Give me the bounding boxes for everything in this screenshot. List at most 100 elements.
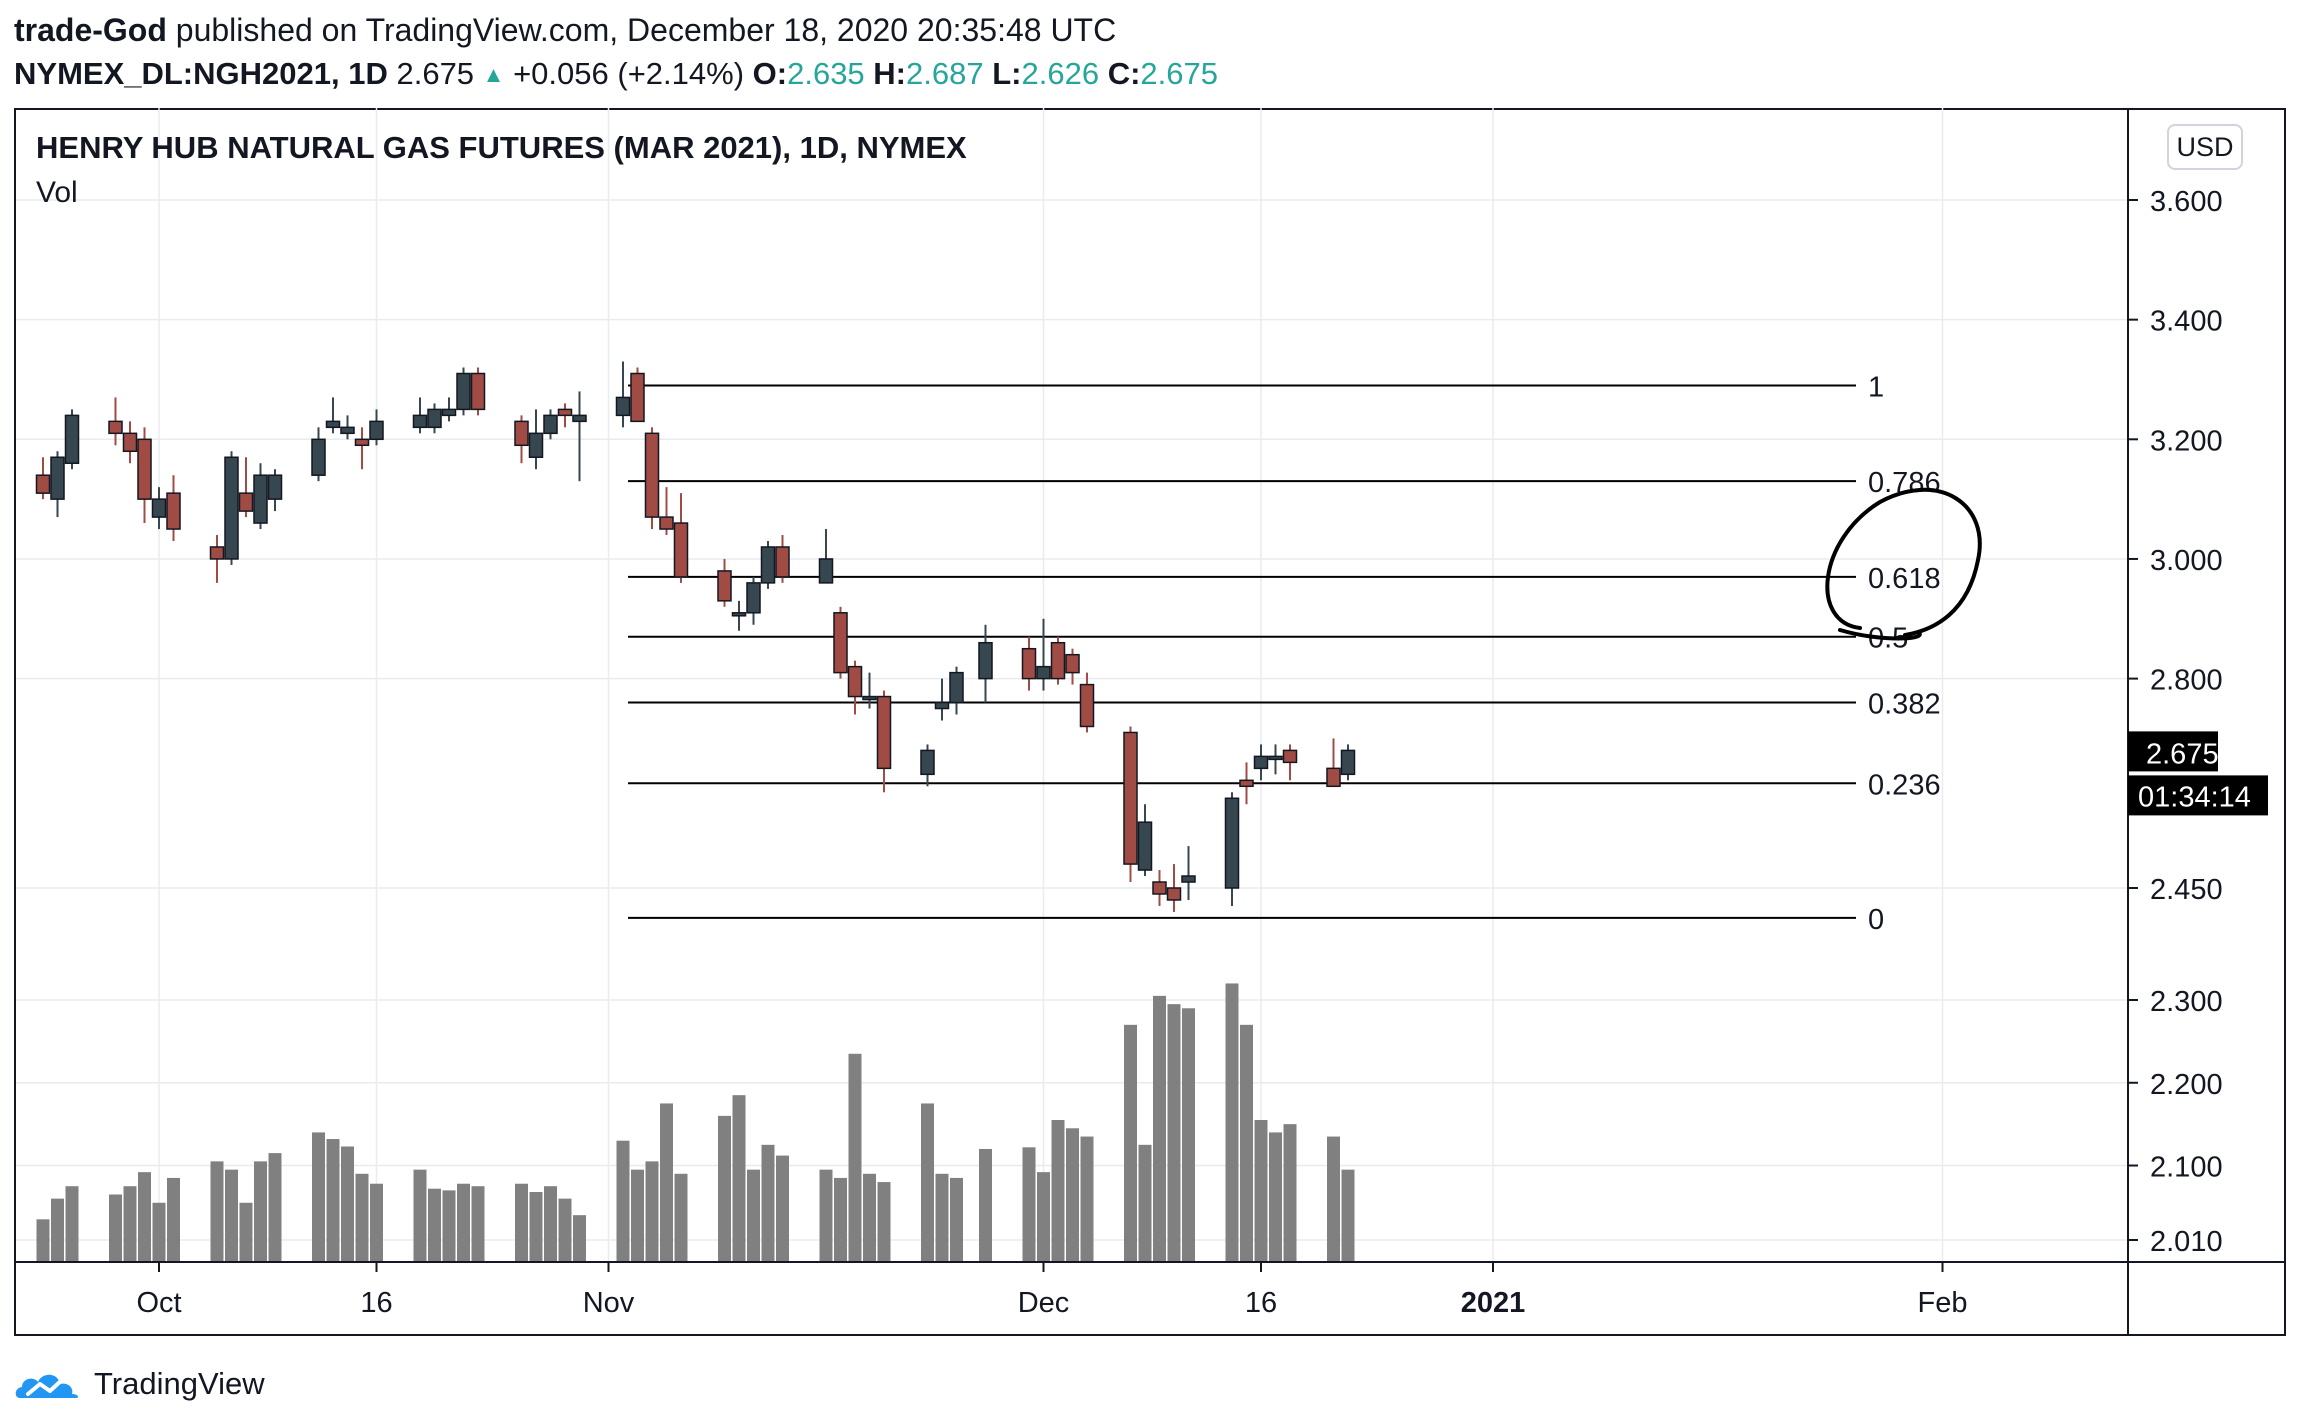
volume-bar	[776, 1155, 789, 1262]
candle-body	[934, 701, 950, 710]
candle-body	[35, 474, 51, 494]
candle-body	[1340, 749, 1356, 776]
volume-bar	[1124, 1024, 1137, 1262]
volume-bar	[979, 1148, 992, 1262]
candle-body	[1065, 653, 1080, 674]
volume-bar	[616, 1140, 630, 1262]
volume-bar	[732, 1095, 746, 1262]
volume-bar	[471, 1186, 485, 1262]
axes: 3.600 3.400 3.200 3.000 2.800 2.450 2.300 2.200…	[14, 108, 2286, 1336]
volume-bar	[950, 1177, 963, 1262]
volume-bar	[1283, 1124, 1297, 1262]
volume-bar	[645, 1161, 659, 1262]
candle-body	[325, 420, 341, 429]
candle-body	[50, 456, 65, 500]
volume-bar	[1269, 1132, 1282, 1262]
volume-bar	[1254, 1120, 1268, 1262]
candle-body	[1036, 665, 1051, 680]
tradingview-logo[interactable]: TradingView	[14, 1358, 265, 1410]
price-axis-label: 3.000	[2150, 545, 2223, 577]
high-value: 2.687	[906, 56, 984, 91]
low-label: L:	[992, 56, 1022, 91]
candle-body	[166, 492, 181, 530]
last-price-tag-text: 2.675	[2146, 738, 2219, 770]
volume-bar	[210, 1161, 224, 1262]
tradingview-cloud-icon	[15, 1374, 79, 1398]
candle-body	[1166, 887, 1182, 901]
volume-bar	[674, 1173, 688, 1262]
price-axis-label: 3.400	[2150, 306, 2223, 338]
candle-body	[151, 498, 167, 518]
volume-axis-label: 2.200	[2150, 1069, 2223, 1101]
time-axis-label: 16	[360, 1287, 392, 1319]
volume-bar	[254, 1161, 267, 1262]
chart-frame[interactable]	[14, 108, 2286, 1336]
volume-bar	[1341, 1169, 1355, 1262]
candle-body	[1253, 755, 1269, 770]
candle-body	[746, 582, 761, 614]
volume-bar	[1327, 1136, 1340, 1262]
volume-bar	[1080, 1136, 1094, 1262]
candle-body	[369, 420, 384, 441]
volume-bar	[631, 1169, 644, 1262]
fib-level-label: 0.382	[1868, 689, 1941, 721]
volume-bar	[747, 1169, 760, 1262]
volume-bar	[819, 1169, 833, 1262]
volume-bar	[1225, 983, 1239, 1262]
volume-bar	[51, 1198, 64, 1262]
candle-body	[238, 492, 254, 512]
candle-body	[1021, 647, 1037, 680]
candle-body	[572, 414, 587, 423]
candle-body	[64, 414, 80, 464]
volume-bar	[442, 1190, 456, 1262]
volume-bar	[1051, 1120, 1065, 1262]
candle-body	[1152, 881, 1167, 895]
candle-body	[470, 372, 486, 411]
last-price-tag-box	[2128, 731, 2218, 772]
volume-axis-label: 2.100	[2150, 1152, 2223, 1184]
volume-bar	[761, 1144, 775, 1262]
candle-body	[224, 456, 239, 560]
fib-level-label: 0.236	[1868, 769, 1941, 801]
tradingview-brand: TradingView	[94, 1366, 265, 1401]
candle-body	[311, 438, 326, 476]
volume-bar	[413, 1169, 427, 1262]
candle-body	[1224, 797, 1240, 889]
candle-body	[659, 516, 674, 530]
candle-body	[557, 408, 573, 417]
volume-bar	[848, 1053, 862, 1262]
symbol-info: NYMEX_DL:NGH2021, 1D 2.675 ▲ +0.056 (+2.…	[14, 52, 1218, 97]
author-name[interactable]: trade-God	[14, 12, 167, 48]
volume-label[interactable]: Vol	[36, 176, 78, 209]
fib-level-label: 1	[1868, 371, 1884, 403]
volume-bar	[1066, 1128, 1079, 1262]
candle-body	[862, 695, 877, 701]
candle-body	[267, 474, 283, 500]
high-label: H:	[873, 56, 907, 91]
candle-body	[1137, 821, 1153, 871]
currency-button[interactable]: USD	[2167, 124, 2243, 170]
volume-bar	[877, 1182, 891, 1262]
volume-bar	[558, 1198, 572, 1262]
volume-bar	[834, 1177, 847, 1262]
volume-bar	[370, 1183, 383, 1262]
price-axis-label: 3.200	[2150, 425, 2223, 457]
volume-bar	[225, 1169, 238, 1262]
candle-body	[1181, 875, 1196, 883]
candle-body	[340, 426, 355, 435]
candle-body	[731, 612, 747, 617]
candle-body	[717, 570, 732, 602]
publish-info: trade-God published on TradingView.com, …	[14, 8, 1116, 52]
candle-body	[122, 432, 138, 453]
last-price: 2.675	[396, 56, 475, 91]
price-axis-label: 2.450	[2150, 874, 2223, 906]
candle-body	[412, 414, 428, 429]
volume-bar	[167, 1177, 180, 1262]
candle-body	[847, 665, 863, 698]
price-axis-label: 3.600	[2150, 186, 2223, 218]
candle-body	[833, 612, 848, 674]
time-axis-label: 16	[1245, 1287, 1277, 1319]
candle-body	[209, 546, 225, 560]
